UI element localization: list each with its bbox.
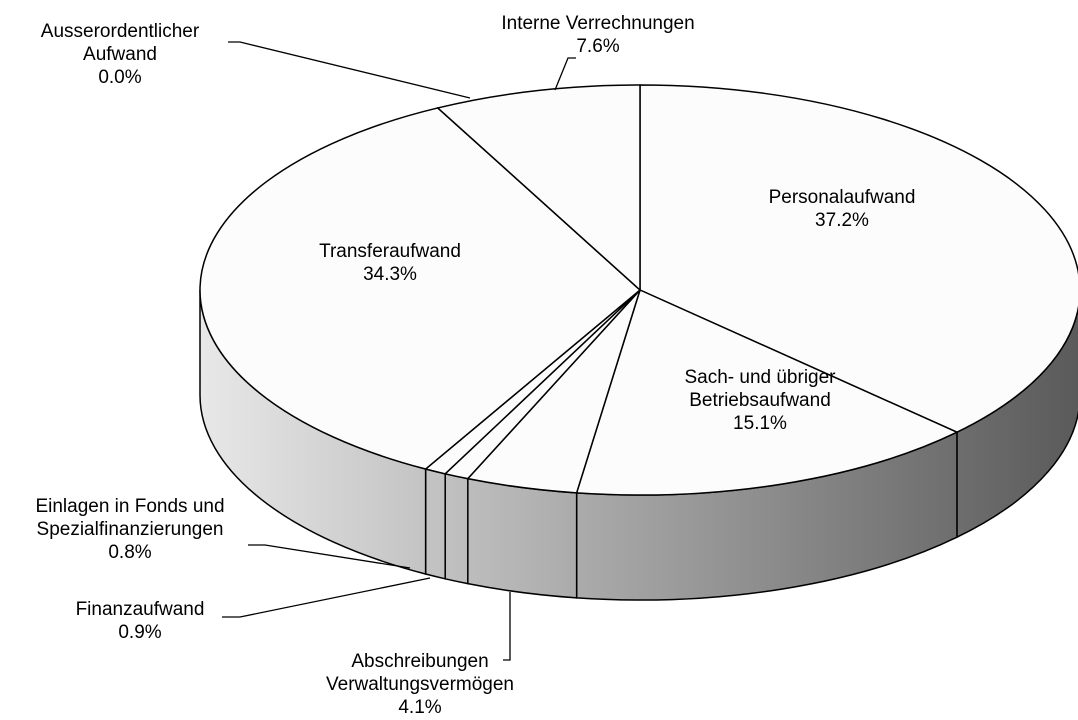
value-label: 37.2% — [815, 210, 869, 231]
value-label: 0.8% — [108, 542, 152, 563]
slice-side — [424, 468, 446, 580]
slice-label: Abschreibungen Verwaltungsvermögen 4.1% — [326, 650, 514, 719]
slice-label: Sach- und übriger Betriebsaufwand 15.1% — [684, 366, 835, 435]
slice — [639, 84, 1078, 434]
slice-label: Interne Verrechnungen 7.6% — [501, 12, 694, 58]
slice-label: Finanzaufwand 0.9% — [76, 598, 205, 644]
category-label: Transferaufwand — [319, 241, 461, 262]
value-label: 0.9% — [118, 622, 162, 643]
slice-side — [444, 472, 469, 585]
category-label: Finanzaufwand — [75, 599, 205, 620]
slice-label: Ausserordentlicher Aufwand 0.0% — [41, 20, 199, 89]
category-label: Einlagen in Fonds und Spezialfinanzierun… — [35, 496, 225, 540]
leader-line — [503, 592, 511, 661]
category-label: Ausserordentlicher Aufwand — [40, 21, 200, 65]
value-label: 15.1% — [733, 413, 787, 434]
leader-line — [228, 41, 471, 99]
value-label: 7.6% — [576, 36, 620, 57]
category-label: Personalaufwand — [768, 187, 916, 208]
leader-line — [222, 577, 431, 618]
slice-label: Transferaufwand 34.3% — [319, 240, 461, 286]
value-label: 34.3% — [363, 264, 417, 285]
category-label: Abschreibungen Verwaltungsvermögen — [326, 651, 514, 695]
slice-label: Einlagen in Fonds und Spezialfinanzierun… — [35, 495, 224, 564]
leader-line — [554, 57, 576, 91]
category-label: Interne Verrechnungen — [501, 13, 695, 34]
slice-side — [467, 477, 578, 599]
leader-line — [248, 544, 411, 569]
value-label: 4.1% — [398, 697, 442, 718]
slice — [436, 84, 641, 292]
slice — [575, 288, 959, 496]
value-label: 0.0% — [98, 67, 142, 88]
category-label: Sach- und übriger Betriebsaufwand — [684, 367, 836, 411]
slice-label: Personalaufwand 37.2% — [769, 186, 916, 232]
slice — [199, 107, 642, 470]
